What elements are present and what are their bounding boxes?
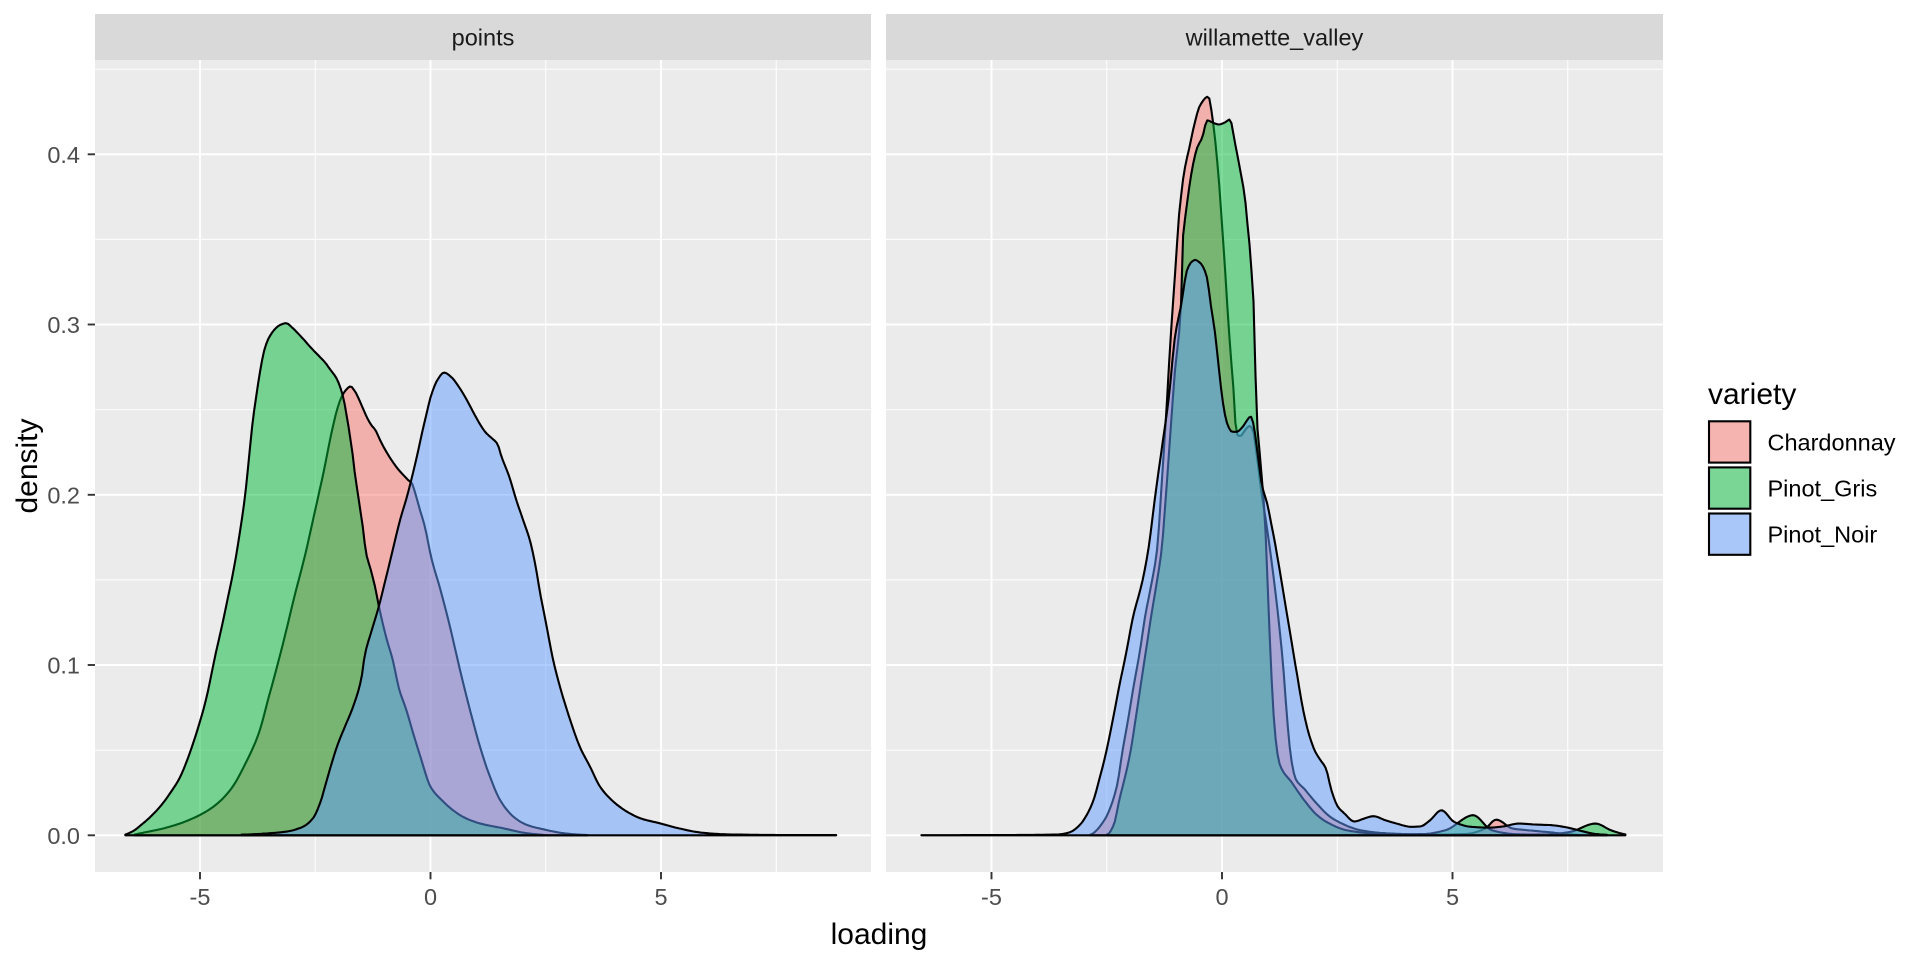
svg-text:Pinot_Gris: Pinot_Gris: [1768, 475, 1878, 501]
svg-text:5: 5: [654, 884, 667, 910]
svg-text:Chardonnay: Chardonnay: [1768, 429, 1896, 455]
svg-text:Pinot_Noir: Pinot_Noir: [1768, 522, 1878, 548]
svg-text:0.1: 0.1: [47, 653, 80, 679]
svg-text:variety: variety: [1708, 378, 1796, 411]
svg-text:0: 0: [424, 884, 437, 910]
svg-text:0.4: 0.4: [47, 142, 80, 168]
svg-text:willamette_valley: willamette_valley: [1185, 25, 1364, 51]
svg-text:points: points: [452, 25, 515, 51]
svg-text:loading: loading: [831, 918, 928, 951]
svg-text:5: 5: [1446, 884, 1459, 910]
svg-text:0.2: 0.2: [47, 482, 80, 508]
svg-text:-5: -5: [190, 884, 211, 910]
svg-text:0.3: 0.3: [47, 312, 80, 338]
svg-text:density: density: [11, 418, 44, 513]
svg-text:-5: -5: [981, 884, 1002, 910]
svg-text:0: 0: [1215, 884, 1228, 910]
svg-text:0.0: 0.0: [47, 823, 80, 849]
